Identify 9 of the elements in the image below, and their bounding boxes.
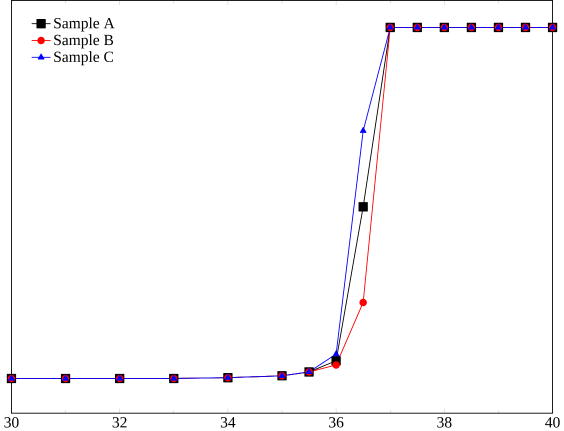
legend-label: Sample B (54, 34, 114, 48)
x-tick-label: 34 (220, 416, 236, 428)
legend-label: Sample C (54, 51, 114, 66)
x-tick-label: 30 (4, 416, 19, 428)
x-tick-label: 36 (329, 416, 344, 428)
x-tick-label: 38 (437, 416, 452, 428)
x-tick-label: 40 (545, 416, 560, 428)
x-tick-label: 32 (112, 416, 127, 428)
legend-label: Sample A (54, 17, 115, 32)
